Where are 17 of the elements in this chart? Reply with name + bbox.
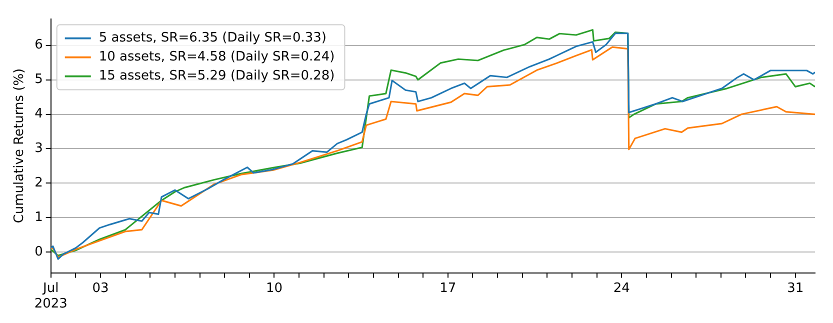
x-tick-label: Jul 2023 [34,280,68,312]
x-tick-label: 03 [92,280,109,296]
legend-label: 15 assets, SR=5.29 (Daily SR=0.28) [98,68,335,84]
x-tick-label: 31 [787,280,804,296]
y-tick-label: 4 [34,106,43,122]
y-tick-label: 5 [34,72,43,88]
y-axis-title: Cumulative Returns (%) [12,68,28,224]
y-tick-label: 1 [34,210,43,226]
y-tick-label: 3 [34,141,43,156]
legend-label: 5 assets, SR=6.35 (Daily SR=0.33) [98,30,326,46]
y-tick-label: 2 [34,176,43,191]
y-tick-label: 0 [34,244,43,260]
y-tick-label: 6 [34,38,43,53]
x-tick-label: 24 [613,280,630,296]
x-tick-label: 10 [266,280,282,296]
x-tick-label: 17 [440,280,456,296]
legend-label: 10 assets, SR=4.58 (Daily SR=0.24) [98,50,335,65]
